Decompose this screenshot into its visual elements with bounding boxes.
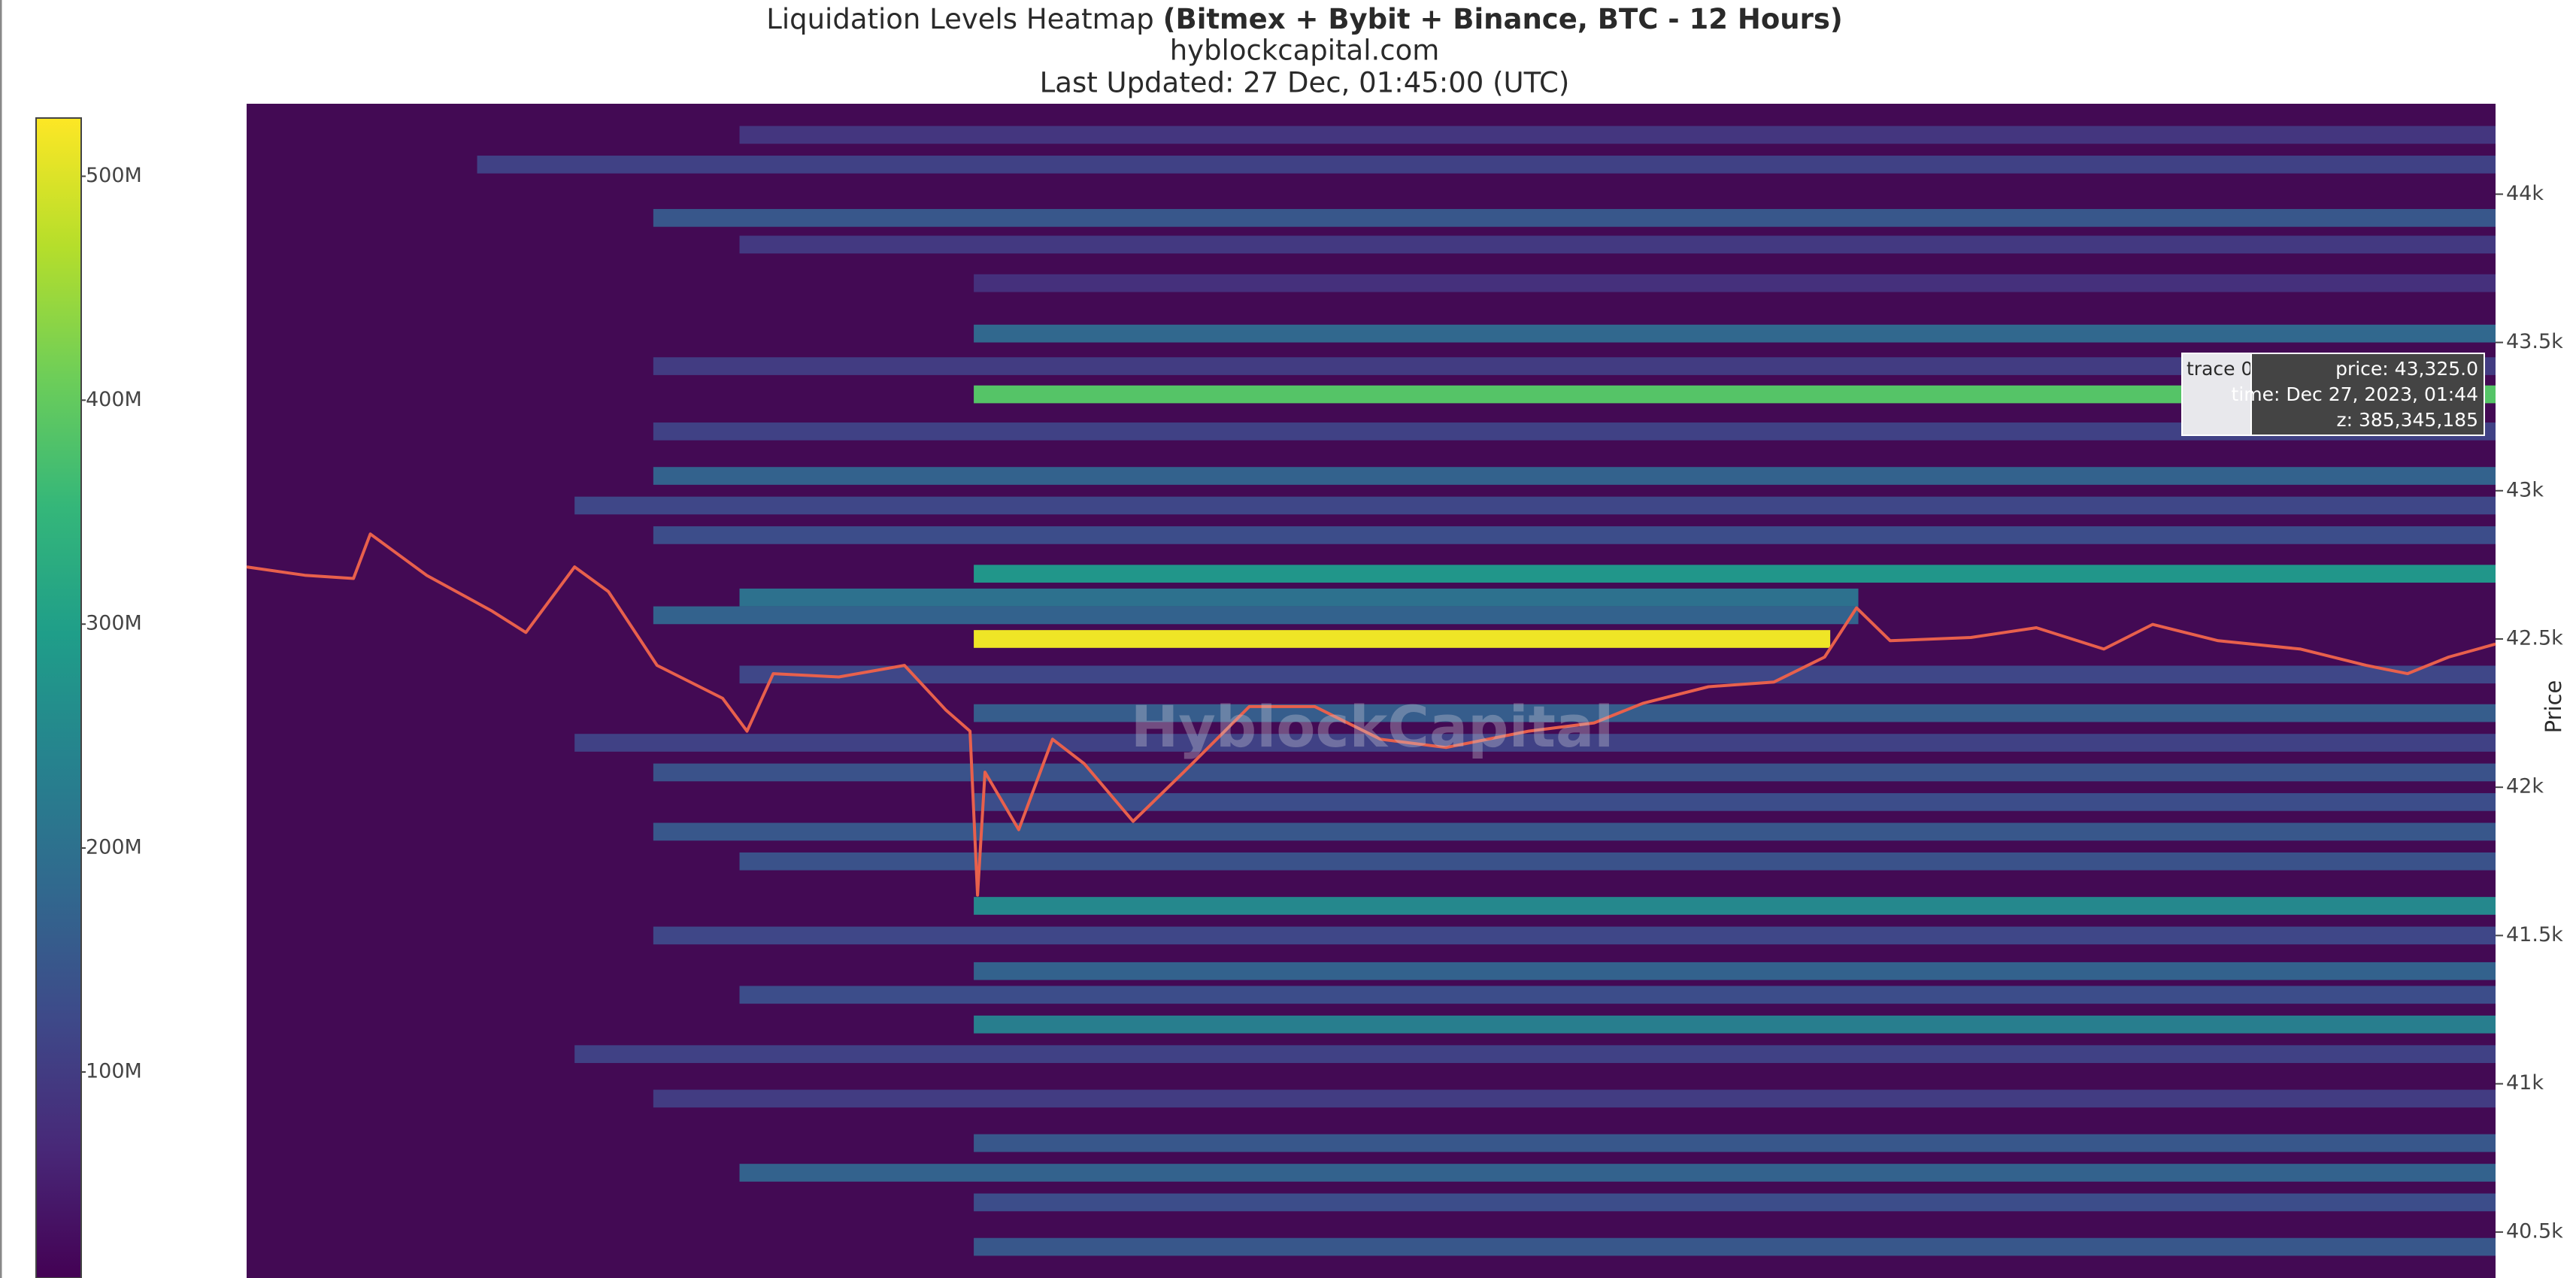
tooltip-line: price: 43,325.0	[2335, 358, 2478, 380]
watermark: HyblockCapital	[1131, 693, 1614, 760]
price-line	[246, 532, 2496, 897]
liquidation-level	[974, 1134, 2496, 1152]
title-main: Liquidation Levels Heatmap	[766, 3, 1154, 35]
liquidation-level	[974, 1237, 2496, 1256]
liquidation-level	[974, 385, 2496, 404]
liquidation-level	[739, 852, 2496, 871]
liquidation-level	[653, 422, 2496, 441]
liquidation-level	[653, 526, 2496, 544]
y-tick-label: 43k	[2506, 478, 2544, 501]
colorbar-tick-label: 100M	[86, 1059, 142, 1083]
liquidation-level	[974, 1015, 2496, 1034]
y-tick-label: 42.5k	[2506, 626, 2563, 650]
tooltip-line: time: Dec 27, 2023, 01:44	[2232, 383, 2478, 405]
liquidation-level	[653, 1089, 2496, 1108]
liquidation-level	[974, 274, 2496, 292]
chart-title: Liquidation Levels Heatmap (Bitmex + Byb…	[766, 3, 1843, 35]
liquidation-level	[574, 496, 2496, 515]
liquidation-level	[477, 156, 2496, 174]
liquidation-level	[974, 630, 1831, 648]
y-tick-label: 42k	[2506, 775, 2544, 798]
liquidation-level	[574, 1045, 2496, 1064]
liquidation-level	[653, 467, 2496, 485]
colorbar	[35, 117, 82, 1278]
colorbar-tick-label: 200M	[86, 836, 142, 859]
liquidation-level	[974, 793, 2496, 811]
liquidation-level	[653, 822, 2496, 841]
liquidation-level	[974, 962, 2496, 980]
liquidation-level	[974, 1193, 2496, 1212]
y-tick-label: 41k	[2506, 1071, 2544, 1095]
liquidation-level	[974, 704, 2496, 722]
y-axis-label: Price	[2541, 680, 2566, 734]
liquidation-level	[974, 897, 2496, 915]
plot-area	[246, 104, 2496, 1278]
tooltip-box[interactable]	[2250, 353, 2485, 436]
colorbar-tick-label: 400M	[86, 388, 142, 411]
liquidation-level	[974, 565, 2496, 583]
y-tick-label: 41.5k	[2506, 923, 2563, 946]
liquidation-level	[739, 588, 1859, 607]
heatmap-background	[247, 104, 2496, 1278]
liquidation-level	[653, 209, 2496, 227]
liquidation-level	[739, 986, 2496, 1004]
tooltip-line: z: 385,345,185	[2336, 409, 2478, 431]
liquidation-level	[653, 926, 2496, 945]
liquidation-level	[653, 357, 2496, 375]
y-tick-label: 43.5k	[2506, 330, 2563, 353]
liquidation-level	[739, 1164, 2496, 1182]
colorbar-tick-label: 300M	[86, 612, 142, 635]
tooltip-label-box	[2181, 353, 2252, 436]
y-tick-label: 44k	[2506, 182, 2544, 205]
subtitle: hyblockcapital.com	[1170, 35, 1440, 67]
tooltip: trace 0 price: 43,325.0 time: Dec 27, 20…	[2181, 353, 2485, 436]
liquidation-level	[739, 126, 2496, 144]
liquidation-level	[653, 763, 2496, 782]
tooltip-trace: trace 0	[2187, 358, 2253, 380]
title-bold: (Bitmex + Bybit + Binance, BTC - 12 Hour…	[1163, 3, 1843, 35]
liquidation-level	[739, 665, 2496, 684]
liquidation-level	[974, 324, 2496, 343]
liquidation-level	[574, 734, 2496, 752]
colorbar-tick-label: 500M	[86, 164, 142, 187]
last-updated: Last Updated: 27 Dec, 01:45:00 (UTC)	[1040, 67, 1570, 99]
liquidation-level	[739, 235, 2496, 254]
liquidation-level	[653, 606, 1859, 625]
y-tick-label: 40.5k	[2506, 1219, 2563, 1243]
